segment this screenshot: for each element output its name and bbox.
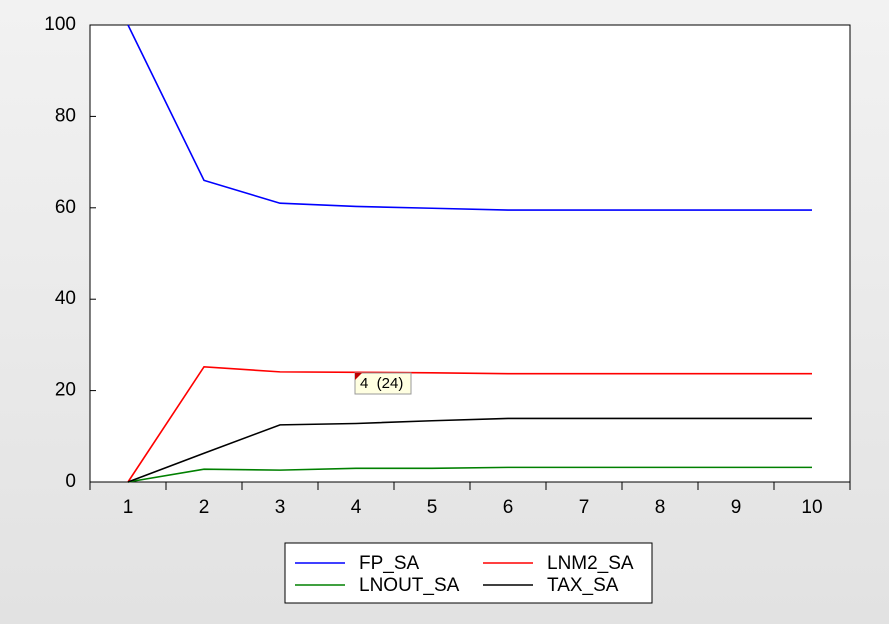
y-tick-label: 100 bbox=[44, 14, 76, 35]
x-tick-label: 3 bbox=[275, 497, 286, 518]
legend bbox=[284, 542, 653, 604]
legend-label: TAX_SA bbox=[547, 575, 619, 596]
tooltip-box bbox=[354, 372, 412, 395]
legend-label: LNM2_SA bbox=[547, 553, 634, 574]
x-tick-label: 8 bbox=[655, 497, 666, 518]
x-tick-label: 4 bbox=[351, 497, 362, 518]
y-tick-label: 40 bbox=[55, 288, 76, 309]
tooltip-text: 4 (24) bbox=[360, 375, 403, 392]
x-tick-label: 5 bbox=[427, 497, 438, 518]
legend-label: FP_SA bbox=[359, 553, 420, 574]
y-tick-label: 0 bbox=[65, 471, 76, 492]
y-tick-label: 60 bbox=[55, 197, 76, 218]
series-line bbox=[127, 24, 812, 211]
x-tick-label: 9 bbox=[731, 497, 742, 518]
y-tick-label: 20 bbox=[55, 380, 76, 401]
x-tick-label: 7 bbox=[579, 497, 590, 518]
x-tick-label: 2 bbox=[199, 497, 210, 518]
series-line bbox=[127, 366, 812, 483]
legend-label: LNOUT_SA bbox=[359, 575, 460, 596]
y-tick-label: 80 bbox=[55, 105, 76, 126]
x-tick-label: 10 bbox=[801, 497, 822, 518]
x-tick-label: 1 bbox=[123, 497, 134, 518]
plot-area bbox=[89, 24, 851, 483]
x-tick-label: 6 bbox=[503, 497, 514, 518]
series-line bbox=[127, 466, 812, 483]
series-line bbox=[127, 417, 812, 483]
tooltip-marker bbox=[355, 373, 362, 380]
